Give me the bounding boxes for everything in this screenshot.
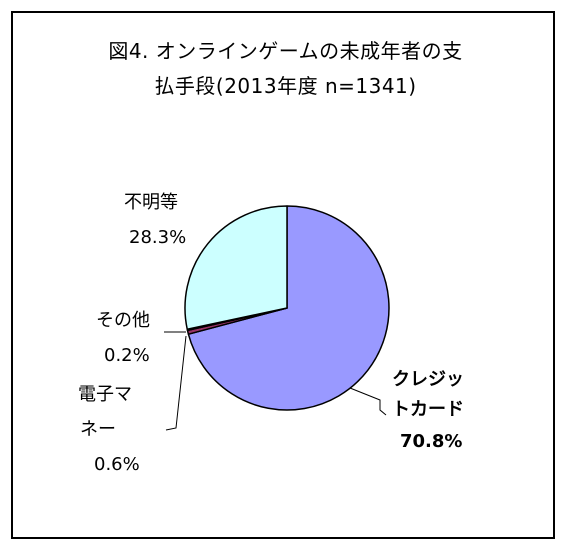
slice-label-other: その他 — [96, 310, 150, 331]
slice-label-credit-card-line-1: クレジッ — [392, 369, 464, 390]
slice-value-other: 0.2% — [104, 345, 150, 366]
slice-value-credit-card: 70.8% — [400, 431, 463, 452]
slice-value-e-money: 0.6% — [94, 454, 140, 475]
pie-slice-unknown — [184, 205, 288, 330]
leader-line-e-money — [165, 335, 187, 431]
slice-label-credit-card-line-2: トカード — [392, 399, 464, 420]
leader-line-credit-card — [349, 387, 387, 416]
leader-lines — [164, 331, 387, 431]
slice-value-unknown: 28.3% — [129, 227, 187, 248]
chart-title-line-2: 払手段(2013年度 n=1341) — [154, 74, 417, 98]
slice-label-e-money-line-2: ネー — [80, 419, 116, 440]
slice-label-e-money-line-1: 電子マ — [78, 384, 132, 405]
slice-label-unknown: 不明等 — [124, 192, 178, 213]
chart-title-line-1: 図4. オンラインゲームの未成年者の支 — [108, 39, 463, 63]
pie-slice-credit-card — [187, 205, 390, 411]
pie-slices — [184, 205, 390, 411]
